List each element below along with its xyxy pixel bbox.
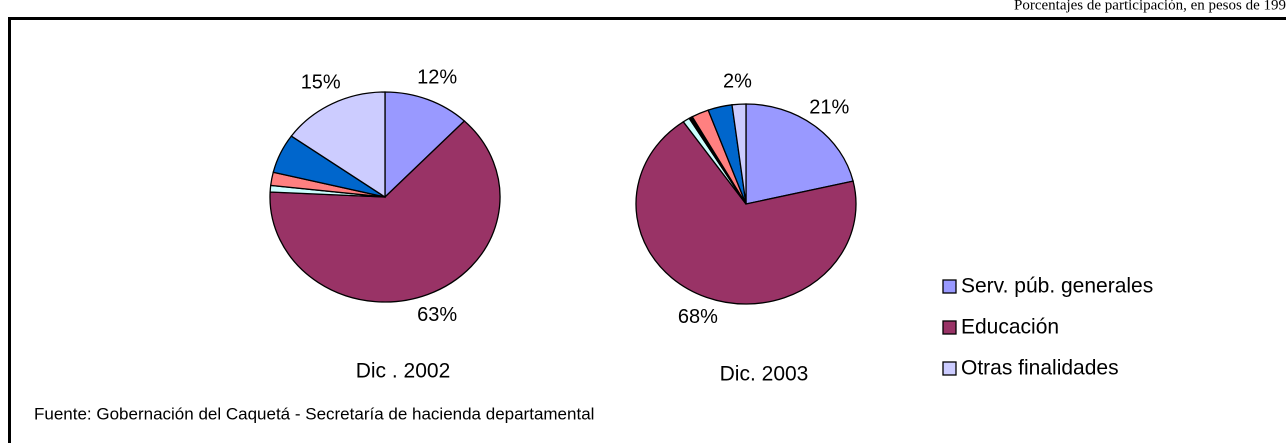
pie-slice (731, 103, 747, 205)
pie-slice (290, 91, 386, 199)
pie-slice (384, 91, 466, 199)
pie-title: Dic . 2002 (356, 360, 451, 383)
legend-swatch (942, 279, 957, 294)
pie-slice (745, 103, 854, 205)
legend-swatch (942, 320, 957, 335)
pie-slice (269, 120, 501, 303)
legend-label: Serv. púb. generales (961, 275, 1153, 298)
source-note: Fuente: Gobernación del Caquetá - Secret… (34, 404, 594, 423)
pie-title: Dic. 2003 (720, 363, 809, 386)
legend-label: Otras finalidades (961, 357, 1119, 380)
data-label: 68% (678, 306, 718, 328)
data-label: 15% (301, 71, 341, 93)
subtitle: Porcentajes de participación, en pesos d… (1014, 0, 1286, 13)
data-label: 12% (417, 66, 457, 88)
pie-slice (635, 120, 857, 305)
data-label: 2% (723, 71, 752, 93)
legend-label: Educación (961, 316, 1059, 339)
legend-swatch (942, 361, 957, 376)
data-label: 63% (417, 304, 457, 326)
data-label: 21% (809, 97, 849, 119)
frame (8, 17, 1286, 443)
